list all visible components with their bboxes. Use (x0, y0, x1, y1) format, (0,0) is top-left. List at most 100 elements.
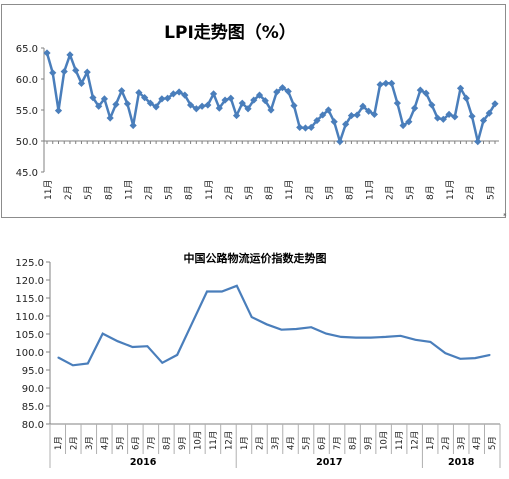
freight-data-point (116, 340, 119, 342)
freight-y-tick-label: 90.0 (22, 384, 44, 395)
lpi-data-point (330, 118, 338, 126)
lpi-data-point (359, 102, 367, 110)
lpi-data-point (376, 80, 384, 89)
lpi-data-point (485, 109, 493, 117)
lpi-data-point (428, 101, 436, 109)
lpi-data-point (118, 87, 126, 95)
lpi-data-point (83, 68, 91, 76)
freight-x-tick-label: 10月 (193, 431, 203, 450)
lpi-data-point (456, 84, 465, 92)
freight-y-tick-label: 110.0 (15, 312, 44, 323)
lpi-data-point (244, 105, 252, 113)
lpi-data-point (227, 94, 235, 102)
lpi-x-tick-label: 2月 (304, 185, 315, 200)
freight-x-tick-label: 7月 (333, 436, 343, 450)
lpi-data-point (445, 110, 453, 118)
freight-x-tick-label: 3月 (85, 436, 95, 450)
freight-x-tick-label: 6月 (318, 436, 328, 450)
lpi-x-tick-label: 11月 (123, 180, 134, 200)
lpi-x-tick-label: 5月 (83, 185, 94, 200)
lpi-chart-frame (1, 4, 506, 218)
freight-x-tick-label: 3月 (457, 436, 467, 450)
lpi-data-point (313, 116, 321, 125)
lpi-data-point (474, 138, 482, 146)
freight-year-label: 2018 (448, 457, 475, 468)
lpi-data-point (215, 104, 223, 112)
lpi-data-point (175, 88, 183, 96)
freight-x-tick-label: 8月 (349, 436, 359, 450)
lpi-data-point (95, 102, 103, 110)
lpi-data-point (370, 110, 378, 118)
lpi-data-point (238, 99, 246, 107)
lpi-data-point (491, 100, 499, 108)
lpi-x-tick-label: 5月 (405, 185, 416, 200)
freight-y-tick-label: 95.0 (22, 366, 44, 377)
freight-x-tick-label: 4月 (287, 436, 297, 450)
lpi-data-point (393, 99, 401, 107)
lpi-data-point (347, 111, 356, 120)
lpi-x-tick-label: 11月 (365, 180, 376, 200)
lpi-data-point (405, 118, 413, 126)
lpi-data-point (336, 138, 344, 146)
lpi-data-point (307, 123, 315, 131)
freight-data-point (444, 352, 446, 354)
lpi-data-point (439, 115, 447, 123)
lpi-data-point (77, 79, 86, 87)
freight-data-point (355, 337, 357, 339)
lpi-y-tick-label: 50.0 (16, 137, 38, 148)
lpi-x-tick-label: 2月 (385, 185, 396, 200)
freight-data-point (459, 358, 461, 360)
freight-x-tick-label: 9月 (178, 436, 188, 450)
freight-series-line (57, 284, 491, 367)
freight-data-point (191, 322, 193, 324)
lpi-data-point (422, 89, 430, 97)
freight-data-point (102, 333, 104, 335)
freight-x-tick-label: 5月 (488, 436, 498, 450)
lpi-y-tick-label: 45.0 (16, 168, 38, 179)
freight-x-tick-label: 4月 (100, 436, 110, 450)
freight-y-tick-label: 85.0 (22, 402, 44, 413)
lpi-data-point (284, 87, 292, 95)
lpi-data-point (399, 121, 407, 130)
lpi-data-point (382, 79, 390, 87)
lpi-data-point (209, 90, 218, 98)
freight-data-point (414, 339, 417, 341)
lpi-data-point (186, 101, 195, 109)
lpi-data-point (49, 69, 57, 77)
lpi-data-point (221, 96, 229, 104)
freight-data-point (370, 337, 372, 339)
freight-x-tick-label: 10月 (380, 431, 390, 450)
freight-x-tick-label: 1月 (54, 436, 64, 450)
lpi-data-point (319, 111, 327, 119)
lpi-data-point (433, 114, 442, 122)
freight-data-point (87, 362, 89, 365)
lpi-x-tick-label: 2月 (465, 185, 476, 200)
freight-x-tick-label: 7月 (147, 436, 157, 450)
freight-data-point (340, 336, 342, 338)
lpi-data-point (468, 112, 476, 120)
freight-y-tick-label: 100.0 (15, 348, 44, 359)
lpi-x-tick-label: 8月 (425, 185, 436, 200)
freight-data-point (221, 290, 223, 293)
freight-x-tick-label: 11月 (209, 431, 219, 450)
lpi-data-point (479, 116, 488, 125)
freight-y-tick-label: 120.0 (15, 276, 44, 287)
freight-data-point (385, 336, 387, 338)
lpi-data-point (152, 103, 160, 111)
lpi-x-tick-label: 2月 (63, 185, 74, 200)
lpi-data-point (100, 95, 109, 103)
freight-data-point (57, 356, 59, 358)
lpi-x-tick-label: 8月 (345, 185, 356, 200)
lpi-data-point (141, 94, 149, 102)
lpi-data-point (255, 91, 264, 99)
freight-data-point (325, 333, 327, 335)
freight-x-tick-label: 2月 (442, 436, 452, 450)
freight-data-point (72, 364, 74, 366)
lpi-data-point (181, 91, 189, 99)
freight-x-tick-label: 3月 (271, 436, 281, 450)
freight-x-tick-label: 4月 (473, 436, 483, 450)
freight-series (57, 284, 491, 367)
lpi-x-tick-label: 5月 (485, 185, 496, 200)
lpi-data-point (353, 111, 361, 119)
